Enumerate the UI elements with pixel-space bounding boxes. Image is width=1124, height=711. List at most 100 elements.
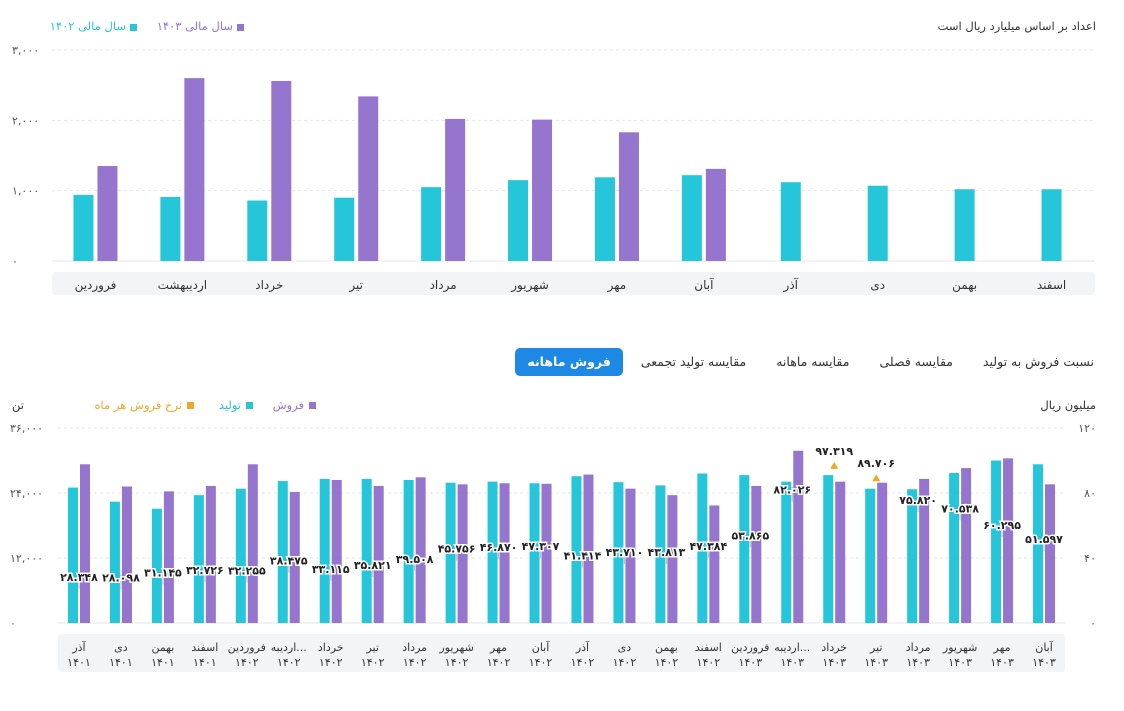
production-bar [907, 489, 918, 623]
rate-data-label: ۵۳.۸۶۵ [731, 529, 769, 542]
bottom-x-tick-month: مرداد [906, 641, 931, 654]
production-bar [193, 495, 204, 623]
bottom-x-tick-year: ۱۴۰۳ [990, 656, 1014, 669]
top-x-axis-band [52, 272, 1095, 295]
sales-bar [289, 491, 300, 623]
bottom-x-tick-month: مهر [993, 641, 1011, 654]
sales-bar [415, 477, 426, 623]
bottom-x-tick-year: ۱۴۰۳ [822, 656, 846, 669]
production-bar [109, 501, 120, 623]
rate-data-label: ۳۲.۷۲۶ [186, 564, 224, 577]
tab-monthly-comparison[interactable]: مقایسه ماهانه [776, 354, 850, 369]
top-bar-1402 [1041, 189, 1062, 261]
top-bar-1402 [780, 182, 801, 261]
sales-bar [541, 483, 552, 623]
bottom-x-tick-year: ۱۴۰۲ [277, 656, 301, 669]
top-bar-1403 [618, 132, 639, 261]
top-bar-1402 [334, 197, 355, 261]
bottom-x-tick-year: ۱۴۰۲ [319, 656, 343, 669]
bottom-x-tick-month: آبان [1035, 640, 1053, 654]
sales-bar [163, 491, 174, 623]
tab-sales-to-production[interactable]: نسبت فروش به تولید [982, 354, 1094, 369]
bottom-x-tick-month: آذر [575, 640, 590, 654]
top-bar-1402 [160, 196, 181, 261]
right-y-tick-label: ۰ [1090, 617, 1096, 630]
sales-bar [583, 474, 594, 623]
legend-swatch-1402 [130, 24, 137, 31]
legend-label-1403[interactable]: سال مالی ۱۴۰۳ [157, 19, 233, 33]
production-bar [613, 482, 624, 623]
top-bar-1403 [97, 166, 118, 261]
left-y-tick-label: ۱۲,۰۰۰ [10, 552, 43, 565]
bottom-x-tick-year: ۱۴۰۲ [487, 656, 511, 669]
bottom-x-tick-year: ۱۴۰۳ [948, 656, 972, 669]
top-bar-1403 [445, 118, 466, 261]
legend-label-production[interactable]: تولید [219, 400, 241, 413]
sales-rate-series: ۲۸.۳۴۸ ۲۸.۰۹۸ ۳۱.۱۴۵ ۳۲.۷۲۶ ۳۲.۲۵۵ ۳۸.۴۷۵ ۳۳.۱… [59, 445, 1065, 590]
monthly-sales-chart: تن میلیون ریال فروش تولید نرخ فروش هر ما… [10, 400, 1096, 672]
sales-bar [1045, 484, 1056, 623]
sales-bar [961, 468, 972, 623]
bottom-x-tick-year: ۱۴۰۲ [361, 656, 385, 669]
production-bar [949, 472, 960, 623]
bottom-x-tick-month: اسفند [191, 641, 218, 654]
production-bar [991, 460, 1002, 623]
bottom-x-tick-year: ۱۴۰۲ [445, 656, 469, 669]
tab-cumulative-production[interactable]: مقایسه تولید تجمعی [640, 354, 747, 369]
production-bar [865, 488, 876, 623]
rate-data-label: ۷۵.۸۲۰ [899, 494, 937, 507]
left-y-tick-label: ۳۶,۰۰۰ [10, 422, 43, 435]
bottom-x-tick-month: بهمن [655, 641, 678, 654]
top-bar-1402 [594, 177, 615, 261]
sales-bar [835, 481, 846, 623]
sales-bar [79, 464, 90, 623]
top-bar-1402 [508, 180, 529, 261]
legend-label-1402[interactable]: سال مالی ۱۴۰۲ [50, 19, 126, 33]
chart-tabs: فروش ماهانه مقایسه تولید تجمعی مقایسه ما… [515, 348, 1106, 376]
bottom-x-tick-month: شهریور [438, 641, 473, 654]
production-bar [571, 476, 582, 623]
production-bar [361, 478, 372, 623]
rate-data-label: ۹۷.۳۱۹ [815, 445, 853, 458]
top-x-tick-label: فروردین [75, 278, 117, 293]
tab-seasonal-comparison[interactable]: مقایسه فصلی [879, 354, 953, 369]
left-axis-unit: تن [12, 400, 24, 413]
bottom-x-tick-year: ۱۴۰۲ [235, 656, 259, 669]
legend-label-sales[interactable]: فروش [273, 400, 304, 413]
rate-data-label: ۴۵.۷۵۶ [438, 543, 476, 556]
bottom-x-tick-year: ۱۴۰۳ [1032, 656, 1056, 669]
rate-data-label: ۲۸.۰۹۸ [102, 571, 140, 584]
bottom-x-tick-year: ۱۴۰۱ [67, 656, 91, 669]
sales-bar [373, 485, 384, 623]
top-x-tick-label: شهریور [510, 278, 549, 293]
bottom-x-tick-month: فروردین [228, 641, 266, 654]
top-bar-1403 [705, 168, 726, 261]
rate-data-label: ۸۲.۰۲۶ [773, 484, 811, 497]
top-bar-1402 [421, 187, 442, 261]
rate-data-label: ۷۰.۵۳۸ [941, 502, 979, 515]
legend-label-rate[interactable]: نرخ فروش هر ماه [95, 400, 182, 413]
top-bar-1402 [867, 185, 888, 261]
sales-bar [751, 485, 762, 623]
top-bar-1403 [184, 78, 205, 261]
rate-data-label: ۴۳.۸۱۳ [648, 546, 686, 559]
bottom-x-tick-year: ۱۴۰۱ [151, 656, 175, 669]
top-y-tick-label: ۳,۰۰۰ [12, 44, 39, 57]
bottom-x-tick-month: تیر [365, 641, 378, 654]
bottom-x-tick-month: آذر [71, 640, 86, 654]
sales-bar [709, 505, 720, 623]
production-bar [235, 488, 246, 623]
sales-bar [793, 450, 804, 623]
rate-marker [830, 461, 839, 469]
rate-data-label: ۳۲.۲۵۵ [228, 565, 266, 578]
tab-monthly-sales[interactable]: فروش ماهانه [515, 348, 623, 376]
left-y-tick-label: ۰ [10, 617, 16, 630]
production-bar [67, 487, 78, 623]
bottom-x-tick-year: ۱۴۰۳ [864, 656, 888, 669]
top-x-tick-label: آذر [783, 277, 799, 293]
right-y-tick-label: ۱۲۰ [1078, 422, 1096, 435]
rate-data-label: ۴۶.۸۷۰ [480, 541, 518, 554]
production-bar [823, 475, 834, 623]
rate-data-label: ۳۹.۵۰۸ [396, 553, 434, 566]
top-x-tick-label: خرداد [255, 278, 283, 293]
